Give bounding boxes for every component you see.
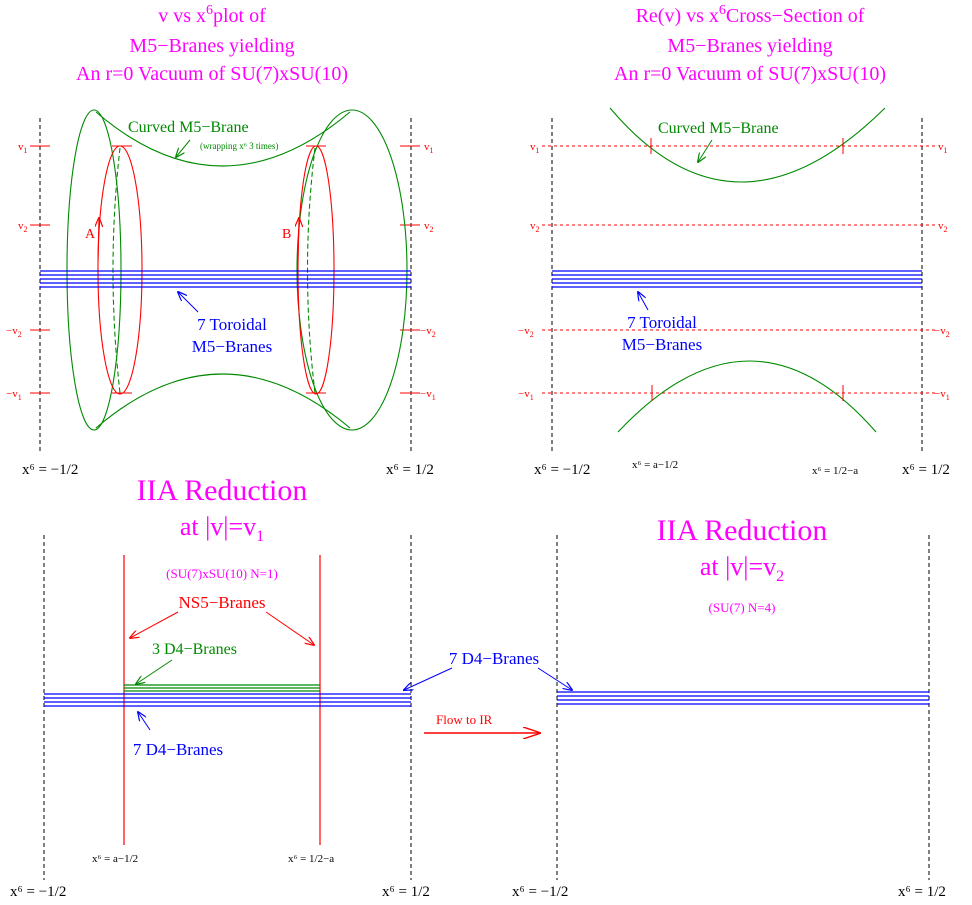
- panel-tr-title-line2: M5−Branes yielding: [667, 35, 832, 57]
- mv1-label-left: −v1: [6, 388, 22, 402]
- cycle-a-label: A: [85, 227, 96, 242]
- tr-mv2-right: −v2: [934, 325, 950, 339]
- toroidal-m5-branes: [40, 270, 411, 288]
- curved-m5-brane-surface: [66, 109, 408, 431]
- br-x6-left: x⁶ = −1/2: [512, 884, 568, 900]
- bl-title-line2: at |v|=v1: [180, 512, 264, 545]
- mv2-label-left: −v2: [6, 325, 22, 339]
- tr-v2-right: v2: [938, 220, 948, 234]
- curved-m5-arrow: [176, 139, 191, 157]
- tr-toroidal-line2: M5−Branes: [622, 335, 702, 354]
- tr-v1-right: v1: [938, 141, 948, 155]
- v2-label-left: v2: [18, 220, 28, 234]
- bl-x6-mid2: x⁶ = 1/2−a: [288, 853, 334, 865]
- ns5-branes: [123, 555, 321, 845]
- panel-bottom-right: IIA Reduction at |v|=v2 (SU(7) N=4) x⁶ =…: [512, 514, 946, 900]
- tr-x6-mid2: x⁶ = 1/2−a: [812, 465, 858, 477]
- ns5-arrow-left: [130, 611, 179, 638]
- mv1-label-right: −v1: [420, 388, 436, 402]
- panel-tr-title-line1: Re(v) vs x6Cross−Section of: [636, 3, 865, 27]
- br-group-label: (SU(7) N=4): [709, 600, 776, 615]
- bl-group-label: (SU(7)xSU(10) N=1): [166, 566, 278, 581]
- x6-left-label: x⁶ = −1/2: [22, 462, 78, 478]
- middle-annotations: 7 D4−Branes Flow to IR: [404, 649, 572, 733]
- green-d4-label: 3 D4−Branes: [152, 641, 237, 658]
- tr-v1-left: v1: [530, 141, 540, 155]
- bl-blue-d4-label: 7 D4−Branes: [133, 740, 223, 759]
- toroidal-label-line2: M5−Branes: [192, 337, 272, 356]
- panel-top-left: v vs x6plot of M5−Branes yielding An r=0…: [6, 3, 436, 478]
- wrapping-note: (wrapping x⁶ 3 times): [200, 141, 278, 151]
- tr-v2-left: v2: [530, 220, 540, 234]
- ns5-label: NS5−Branes: [178, 593, 265, 612]
- bl-x6-mid1: x⁶ = a−1/2: [92, 853, 138, 865]
- tr-mv1-right: −v1: [934, 388, 950, 402]
- middle-d4-arrow-left: [404, 667, 453, 690]
- tr-curved-brane-arcs: [609, 107, 886, 433]
- green-d4-branes: [124, 684, 320, 692]
- green-d4-arrow: [136, 659, 173, 684]
- tr-toroidal-line1: 7 Toroidal: [627, 313, 697, 332]
- bl-x6-right: x⁶ = 1/2: [382, 884, 430, 900]
- br-title-line2: at |v|=v2: [700, 552, 784, 585]
- tr-x6-mid1: x⁶ = a−1/2: [632, 459, 678, 471]
- curved-m5-label: Curved M5−Brane: [128, 119, 249, 136]
- tr-mv1-left: −v1: [518, 388, 534, 402]
- middle-d4-label: 7 D4−Branes: [449, 649, 539, 668]
- x6-right-label: x⁶ = 1/2: [386, 462, 434, 478]
- tr-x6-left: x⁶ = −1/2: [534, 462, 590, 478]
- bl-blue-d4-arrow: [138, 712, 151, 731]
- toroidal-arrow: [178, 292, 199, 313]
- tr-mv2-left: −v2: [518, 325, 534, 339]
- tr-curved-m5-label: Curved M5−Brane: [658, 120, 779, 137]
- v2-label-right: v2: [424, 220, 434, 234]
- tr-v-level-lines: [542, 145, 935, 394]
- br-x6-right: x⁶ = 1/2: [898, 884, 946, 900]
- panel-tl-title-line1: v vs x6plot of: [158, 3, 266, 27]
- mv2-label-right: −v2: [420, 325, 436, 339]
- panel-bottom-left: IIA Reduction at |v|=v1 (SU(7)xSU(10) N=…: [10, 474, 430, 900]
- tr-toroidal-arrow: [638, 292, 649, 311]
- middle-d4-arrow-right: [537, 667, 572, 690]
- panel-tr-title-line3: An r=0 Vacuum of SU(7)xSU(10): [614, 63, 886, 85]
- cycles-a-b: [98, 145, 335, 395]
- br-blue-d4-branes: [557, 691, 929, 705]
- ns5-arrow-right: [265, 611, 314, 645]
- v1-label-right: v1: [424, 141, 434, 155]
- panel-tl-title-line3: An r=0 Vacuum of SU(7)xSU(10): [76, 63, 348, 85]
- panel-tl-title-line2: M5−Branes yielding: [129, 35, 294, 57]
- cycle-b-label: B: [282, 227, 291, 242]
- v1-label-left: v1: [18, 141, 28, 155]
- bl-x6-left: x⁶ = −1/2: [10, 884, 66, 900]
- bl-blue-d4-branes: [44, 693, 411, 707]
- tr-intersection-ticks: [650, 138, 844, 401]
- panel-top-right: Re(v) vs x6Cross−Section of M5−Branes yi…: [518, 3, 950, 478]
- tr-toroidal-branes: [552, 270, 922, 288]
- bl-title-line1: IIA Reduction: [137, 474, 308, 507]
- flow-label: Flow to IR: [436, 712, 493, 727]
- tr-curved-m5-arrow: [698, 139, 713, 162]
- br-title-line1: IIA Reduction: [657, 514, 828, 547]
- toroidal-label-line1: 7 Toroidal: [197, 315, 267, 334]
- tr-x6-right: x⁶ = 1/2: [902, 462, 950, 478]
